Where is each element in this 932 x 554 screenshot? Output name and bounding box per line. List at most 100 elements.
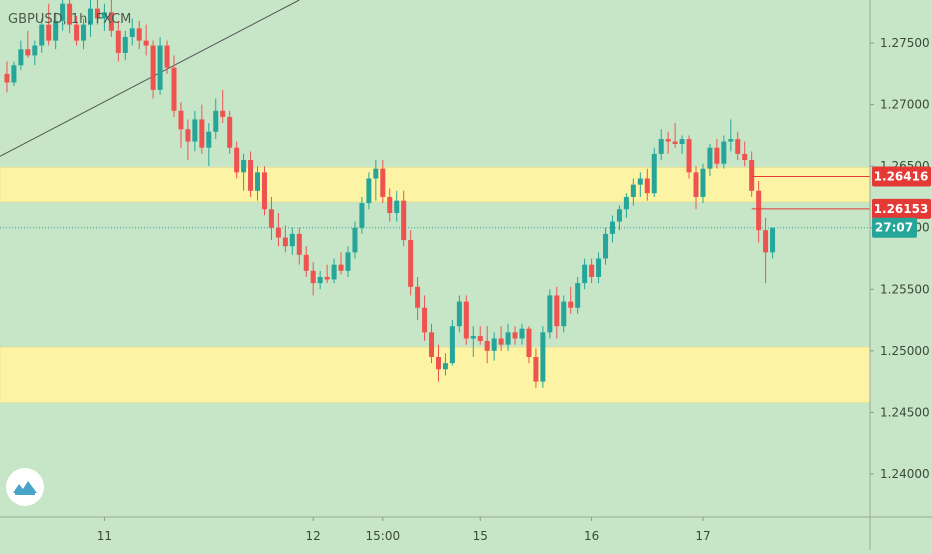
candle (352, 221, 358, 259)
candle (331, 258, 337, 284)
candle-body (770, 227, 776, 253)
candle (4, 61, 10, 93)
candle-body (728, 139, 734, 142)
candle-body (268, 209, 274, 228)
candle (582, 258, 588, 290)
candle (519, 323, 525, 345)
candle-body (324, 276, 330, 280)
candle (60, 0, 66, 31)
candle-body (408, 240, 414, 287)
candle (498, 326, 504, 351)
candle-body (380, 168, 386, 197)
candle (596, 252, 602, 284)
candle (770, 227, 776, 259)
candle-body (108, 12, 114, 31)
candle (505, 323, 511, 351)
candle (484, 326, 490, 364)
candle-body (67, 3, 73, 25)
candle-body (589, 264, 595, 277)
candle (192, 110, 198, 152)
candle (679, 135, 685, 154)
candle (477, 326, 483, 345)
candle-body (373, 168, 379, 179)
candle-body (637, 178, 643, 185)
time-tick-label: 11 (97, 529, 112, 543)
candle (178, 102, 184, 148)
candle (735, 131, 741, 161)
candle-body (401, 200, 407, 241)
candle-body (261, 172, 267, 210)
candle (46, 3, 52, 46)
candle-body (422, 307, 428, 333)
candle (25, 30, 31, 58)
candle (630, 178, 636, 206)
candle (449, 320, 455, 366)
candle-body (693, 172, 699, 197)
candle-body (658, 139, 664, 154)
candle-body (227, 116, 233, 148)
candle-body (477, 336, 483, 341)
trendline (0, 0, 300, 157)
candle (554, 286, 560, 339)
candle (651, 147, 657, 197)
candle-body (81, 24, 87, 41)
candle-body (749, 160, 755, 191)
candle-body (74, 24, 80, 41)
level-badge-1: 1.26416 (872, 166, 931, 187)
price-tick-label: 1.24500 (880, 405, 930, 419)
candle-body (651, 153, 657, 194)
candle (275, 212, 281, 247)
level-lines-layer (751, 176, 870, 210)
candle (74, 16, 80, 46)
candle (700, 163, 706, 204)
candle-body (150, 45, 156, 90)
candle-body (512, 332, 518, 339)
candle (623, 193, 629, 218)
candle-body (241, 160, 247, 173)
candle-body (630, 184, 636, 197)
candle-body (714, 147, 720, 164)
candles-layer (4, 0, 776, 388)
candle (512, 326, 518, 345)
candle (456, 295, 462, 333)
candle (345, 246, 351, 277)
candle-body (157, 45, 163, 90)
candle (470, 326, 476, 357)
candle (742, 141, 748, 167)
candle (101, 3, 107, 31)
tradingview-cloud-icon[interactable] (6, 468, 44, 506)
candle (415, 276, 421, 321)
candle (108, 0, 114, 37)
candle-body (25, 49, 31, 56)
candle (303, 246, 309, 277)
candle-body (435, 356, 441, 370)
candle (150, 40, 156, 99)
candle (255, 166, 261, 201)
candle (234, 141, 240, 179)
candle-body (143, 40, 149, 46)
candle-body (540, 332, 546, 382)
candle-body (46, 24, 52, 41)
candle-body (366, 178, 372, 204)
price-tick-label: 1.25500 (880, 282, 930, 296)
candle-body (449, 326, 455, 364)
candle (540, 326, 546, 388)
candle-body (429, 332, 435, 357)
candle-body (568, 301, 574, 308)
candle (756, 180, 762, 243)
candle (616, 205, 622, 231)
candle (143, 24, 149, 56)
candle (129, 18, 135, 46)
candle (206, 123, 212, 167)
level-badge-2: 1.26153 (872, 198, 931, 219)
candle (338, 252, 344, 275)
candle-body (700, 168, 706, 197)
candle-body (248, 160, 254, 191)
candle-body (742, 153, 748, 161)
candle-body (178, 110, 184, 130)
candle (220, 89, 226, 124)
countdown-badge-bg (872, 217, 917, 238)
candle-body (359, 203, 365, 228)
